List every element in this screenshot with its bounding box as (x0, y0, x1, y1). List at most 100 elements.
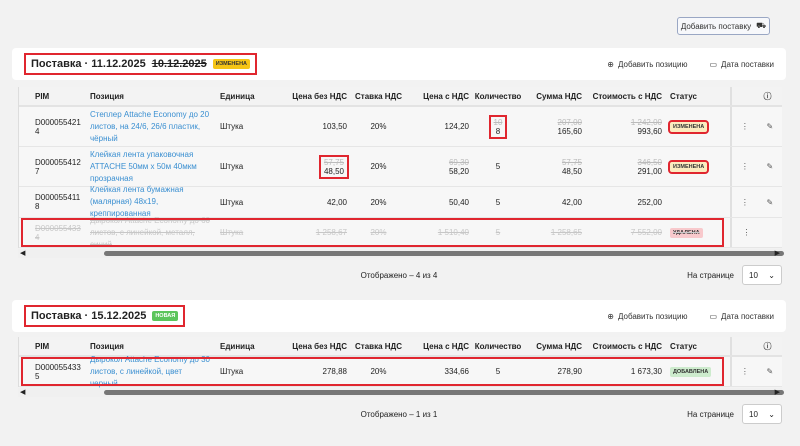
value: 1 258,67 (315, 228, 347, 237)
column-header-qty[interactable]: Количество (474, 341, 522, 351)
column-header-vat[interactable]: Ставка НДС (355, 91, 402, 101)
column-header-unit[interactable]: Единица (220, 341, 255, 351)
value: 278,88 (322, 367, 347, 376)
cell-vat: 20% (351, 218, 406, 247)
cell-total: 7 552,00 (586, 218, 666, 247)
position-link[interactable]: Клейкая лента упаковочная ATTACHE 50мм х… (90, 149, 197, 183)
column-header-total[interactable]: Стоимость с НДС (592, 341, 662, 351)
cell-price: 57,75 48,50 (271, 147, 351, 186)
scroll-left-icon[interactable]: ◀ (20, 250, 26, 257)
row-spacer (19, 218, 31, 247)
column-header-status[interactable]: Статус (670, 341, 697, 351)
column-header-price_vat[interactable]: Цена с НДС (423, 91, 469, 101)
scroll-right-icon[interactable]: ▶ (774, 389, 780, 396)
scrollbar-thumb[interactable] (104, 390, 784, 395)
more-icon[interactable]: ⋮ (740, 367, 749, 376)
edit-pencil-icon[interactable]: ✎ (766, 122, 774, 131)
column-header-pim[interactable]: PIM (35, 341, 50, 351)
column-header-name[interactable]: Позиция (90, 341, 124, 351)
info-icon[interactable]: ⓘ (763, 91, 772, 101)
title-text: Поставка · 11.12.2025 (31, 58, 146, 70)
cell-name[interactable]: Степлер Attache Economy до 20 листов, на… (86, 107, 216, 146)
cell-vat: 20% (351, 187, 406, 217)
title-text: Поставка · 15.12.2025 (31, 310, 147, 322)
add-delivery-button[interactable]: Добавить поставку ⛟ (677, 17, 770, 35)
more-icon[interactable]: ⋮ (740, 122, 749, 131)
edit-pencil-icon[interactable]: ✎ (766, 162, 774, 171)
cell-value-wrap: 69,30 58,20 (449, 158, 469, 176)
column-header-status[interactable]: Статус (670, 91, 697, 101)
cell-value-wrap: 10 8 (488, 114, 508, 139)
info-header: ⓘ (730, 87, 782, 105)
cell-value-wrap: 7 552,00 (631, 228, 662, 237)
delivery-date-button[interactable]: ▭ Дата поставки (709, 312, 774, 321)
section-header-1: Поставка · 15.12.2025 Новая ⊕ Добавить пози… (12, 300, 786, 332)
value: D000055433 5 (35, 362, 81, 381)
add-position-label: Добавить позицию (618, 311, 688, 321)
cell-price: 42,00 (271, 187, 351, 217)
edit-pencil-icon[interactable]: ✎ (766, 367, 774, 376)
per-page-select[interactable]: 10 ⌄ (742, 404, 782, 424)
cell-name[interactable]: Дырокол Attache Economy до 30 листов, с … (86, 355, 216, 388)
position-link[interactable]: Дырокол Attache Economy до 30 листов, с … (90, 354, 210, 388)
per-page-value: 10 (749, 270, 758, 280)
column-header-vat[interactable]: Ставка НДС (355, 341, 402, 351)
position-link[interactable]: Дырокол Attache Economy до 60 листов, с … (90, 215, 210, 249)
add-position-button[interactable]: ⊕ Добавить позицию (607, 60, 687, 69)
scroll-right-icon[interactable]: ▶ (774, 250, 780, 257)
horizontal-scrollbar[interactable]: ◀ ▶ (18, 388, 784, 397)
column-header-price[interactable]: Цена без НДС (292, 91, 347, 101)
row-status-badge: Удалена (670, 227, 703, 238)
more-icon[interactable]: ⋮ (742, 228, 751, 237)
row-spacer (19, 357, 31, 386)
row-actions: ⋮ ✎ (730, 107, 782, 146)
per-page-select[interactable]: 10 ⌄ (742, 265, 782, 285)
info-icon[interactable]: ⓘ (763, 341, 772, 351)
position-link[interactable]: Степлер Attache Economy до 20 листов, на… (90, 109, 210, 143)
delivery-date-button[interactable]: ▭ Дата поставки (709, 60, 774, 69)
row-spacer (19, 187, 31, 217)
per-page: На странице 10 ⌄ (687, 404, 782, 424)
status-badge: Изменена (212, 59, 251, 69)
column-header-qty[interactable]: Количество (474, 91, 522, 101)
cell-value-wrap: 5 (496, 198, 500, 207)
more-icon[interactable]: ⋮ (740, 197, 749, 207)
value: 48,50 (561, 166, 582, 176)
column-header-vat_sum[interactable]: Сумма НДС (536, 91, 582, 101)
column-header-pim[interactable]: PIM (35, 91, 50, 101)
scrollbar-thumb[interactable] (104, 251, 784, 256)
cell-value-wrap: 42,00 (327, 198, 347, 207)
shown-count: Отображено – 4 из 4 (360, 270, 438, 280)
info-header: ⓘ (730, 337, 782, 355)
section-actions: ⊕ Добавить позицию ▭ Дата поставки (607, 312, 774, 321)
column-header-name[interactable]: Позиция (90, 91, 124, 101)
value: 291,00 (637, 166, 662, 176)
column-header-price[interactable]: Цена без НДС (292, 341, 347, 351)
pagination: Отображено – 4 из 4 На странице 10 ⌄ (12, 264, 786, 286)
add-position-button[interactable]: ⊕ Добавить позицию (607, 312, 687, 321)
cell-unit: Штука (216, 357, 271, 386)
column-header-total[interactable]: Стоимость с НДС (592, 91, 662, 101)
cell-name[interactable]: Клейкая лента упаковочная ATTACHE 50мм х… (86, 147, 216, 186)
column-header-price_vat[interactable]: Цена с НДС (423, 341, 469, 351)
cell-name[interactable]: Клейкая лента бумажная (малярная) 48x19,… (86, 185, 216, 218)
edit-pencil-icon[interactable]: ✎ (766, 197, 774, 207)
truck-icon: ⛟ (756, 21, 767, 30)
position-link[interactable]: Клейкая лента бумажная (малярная) 48x19,… (90, 185, 184, 218)
more-icon[interactable]: ⋮ (740, 162, 749, 171)
scroll-left-icon[interactable]: ◀ (20, 389, 26, 396)
cell-status: Добавлена (666, 357, 731, 386)
cell-value-wrap: Дырокол Attache Economy до 30 листов, с … (90, 354, 212, 390)
old-value: 57,75 (323, 157, 344, 167)
cell-name[interactable]: Дырокол Attache Economy до 60 листов, с … (86, 216, 216, 249)
horizontal-scrollbar[interactable]: ◀ ▶ (18, 249, 784, 258)
value: 103,50 (322, 122, 347, 131)
section-title: Поставка · 11.12.2025 10.12.2025 Изменена (24, 53, 258, 75)
cell-value-wrap: D000055433 5 (35, 363, 82, 381)
delivery-date-label: Дата поставки (721, 311, 774, 321)
cell-price_vat: 1 510,40 (406, 218, 473, 247)
column-header-unit[interactable]: Единица (220, 91, 255, 101)
column-header-vat_sum[interactable]: Сумма НДС (536, 341, 582, 351)
cell-pim: D000055421 4 (31, 107, 86, 146)
chevron-down-icon: ⌄ (768, 270, 775, 280)
